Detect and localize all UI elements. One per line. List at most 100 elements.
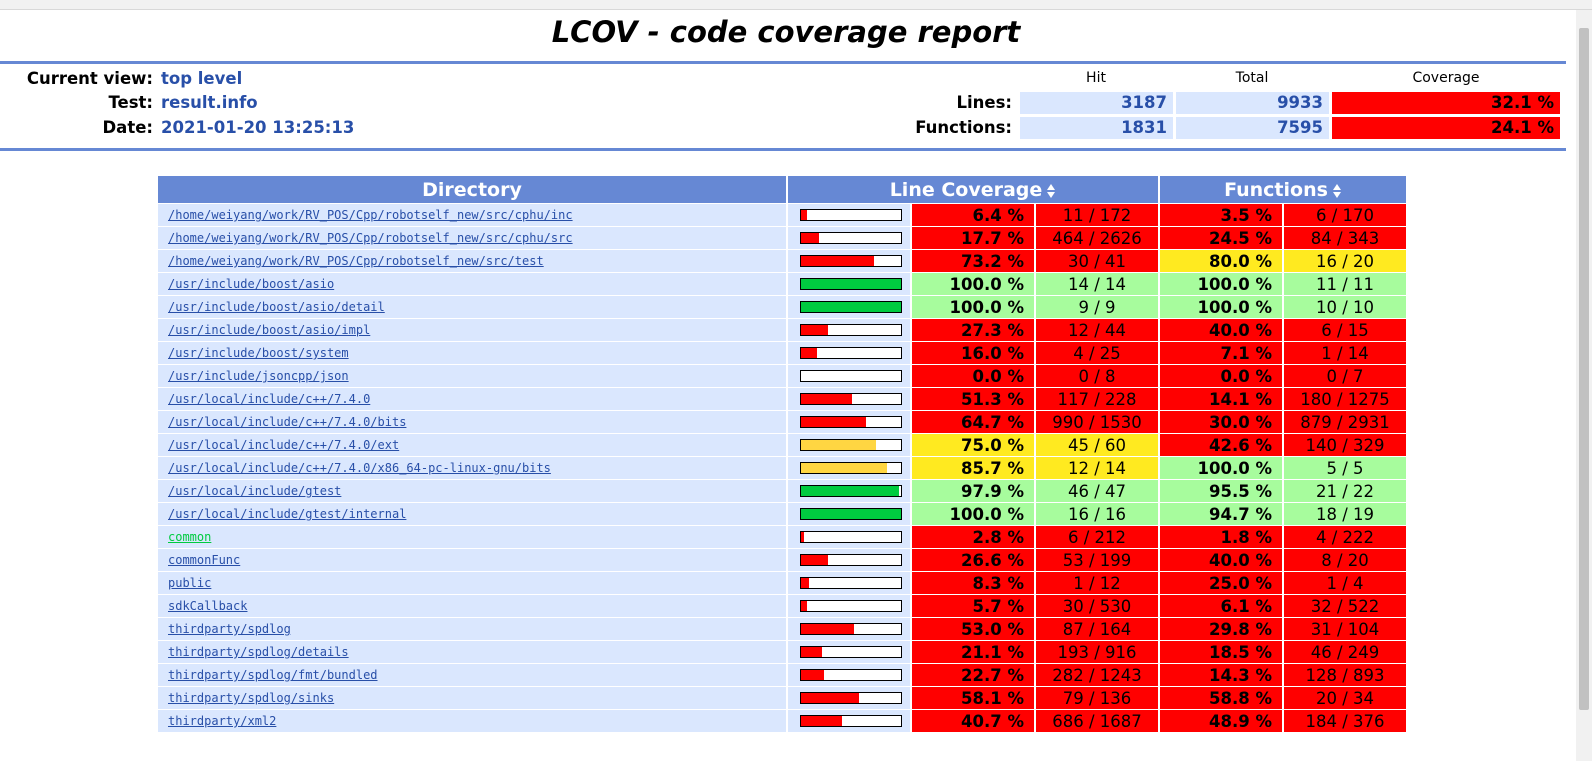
table-row: commonFunc 26.6 % 53 / 199 40.0 % 8 / 20 xyxy=(158,549,1406,572)
sort-arrows-icon[interactable] xyxy=(1046,182,1056,198)
summary-total-header: Total xyxy=(1235,70,1269,86)
function-coverage-count: 1 / 4 xyxy=(1284,572,1406,595)
coverage-bar-fill xyxy=(801,256,874,266)
line-coverage-count: 990 / 1530 xyxy=(1036,411,1158,434)
coverage-bar xyxy=(800,232,902,244)
coverage-bar xyxy=(800,577,902,589)
summary-lines-label: Lines: xyxy=(956,93,1012,112)
function-coverage-count: 84 / 343 xyxy=(1284,227,1406,250)
directory-cell: /usr/include/boost/asio/detail xyxy=(158,296,786,319)
coverage-bar xyxy=(800,600,902,612)
directory-cell: commonFunc xyxy=(158,549,786,572)
directory-link[interactable]: /usr/include/boost/asio/detail xyxy=(168,300,385,314)
coverage-bar-fill xyxy=(801,417,866,427)
table-row: /usr/local/include/c++/7.4.0 51.3 % 117 / … xyxy=(158,388,1406,411)
directory-link[interactable]: sdkCallback xyxy=(168,599,248,613)
directory-link[interactable]: /home/weiyang/work/RV_POS/Cpp/robotself_… xyxy=(168,254,544,268)
coverage-bar xyxy=(800,209,902,221)
coverage-bar xyxy=(800,301,902,313)
function-coverage-count: 32 / 522 xyxy=(1284,595,1406,618)
sort-arrows-icon[interactable] xyxy=(1332,182,1342,198)
scrollbar-thumb[interactable] xyxy=(1579,28,1589,710)
coverage-bar-fill xyxy=(801,440,876,450)
directory-cell: /usr/local/include/gtest/internal xyxy=(158,503,786,526)
directory-cell: sdkCallback xyxy=(158,595,786,618)
coverage-bar-cell xyxy=(788,434,910,457)
function-coverage-count: 180 / 1275 xyxy=(1284,388,1406,411)
directory-link[interactable]: /usr/include/boost/asio xyxy=(168,277,335,291)
table-row: /usr/include/jsoncpp/json 0.0 % 0 / 8 0.0 %… xyxy=(158,365,1406,388)
directory-cell: thirdparty/xml2 xyxy=(158,710,786,733)
function-coverage-percent: 7.1 % xyxy=(1160,342,1282,365)
directory-link[interactable]: thirdparty/spdlog/fmt/bundled xyxy=(168,668,378,682)
function-coverage-percent: 58.8 % xyxy=(1160,687,1282,710)
directory-link[interactable]: thirdparty/spdlog xyxy=(168,622,291,636)
directory-link[interactable]: /usr/local/include/gtest xyxy=(168,484,342,498)
coverage-bar-cell xyxy=(788,457,910,480)
directory-cell: public xyxy=(158,572,786,595)
coverage-bar xyxy=(800,324,902,336)
directory-link[interactable]: /usr/include/jsoncpp/json xyxy=(168,369,349,383)
directory-link[interactable]: /home/weiyang/work/RV_POS/Cpp/robotself_… xyxy=(168,231,573,245)
directory-cell: /usr/local/include/c++/7.4.0/bits xyxy=(158,411,786,434)
summary-coverage-header: Coverage xyxy=(1412,70,1480,86)
directory-cell: /usr/local/include/c++/7.4.0/ext xyxy=(158,434,786,457)
line-coverage-count: 193 / 916 xyxy=(1036,641,1158,664)
directory-link[interactable]: /usr/local/include/c++/7.4.0 xyxy=(168,392,371,406)
function-coverage-percent: 40.0 % xyxy=(1160,319,1282,342)
coverage-bar xyxy=(800,439,902,451)
table-row: /home/weiyang/work/RV_POS/Cpp/robotself_… xyxy=(158,227,1406,250)
directory-link[interactable]: public xyxy=(168,576,212,590)
directory-cell: thirdparty/spdlog/fmt/bundled xyxy=(158,664,786,687)
coverage-bar-cell xyxy=(788,503,910,526)
directory-link[interactable]: /home/weiyang/work/RV_POS/Cpp/robotself_… xyxy=(168,208,573,222)
coverage-bar-fill xyxy=(801,647,822,657)
line-coverage-percent: 75.0 % xyxy=(912,434,1034,457)
directory-link[interactable]: commonFunc xyxy=(168,553,241,567)
coverage-bar-fill xyxy=(801,233,819,243)
directory-link[interactable]: common xyxy=(168,530,212,544)
summary-functions-total: 7595 xyxy=(1176,117,1329,139)
coverage-bar-cell xyxy=(788,549,910,572)
vertical-scrollbar[interactable] xyxy=(1576,10,1592,761)
coverage-bar-cell xyxy=(788,342,910,365)
function-coverage-percent: 94.7 % xyxy=(1160,503,1282,526)
function-coverage-percent: 0.0 % xyxy=(1160,365,1282,388)
line-coverage-count: 686 / 1687 xyxy=(1036,710,1158,733)
function-coverage-percent: 14.1 % xyxy=(1160,388,1282,411)
summary-functions-coverage: 24.1 % xyxy=(1332,117,1560,139)
directory-link[interactable]: thirdparty/spdlog/sinks xyxy=(168,691,335,705)
coverage-bar xyxy=(800,278,902,290)
table-row: thirdparty/spdlog/sinks 58.1 % 79 / 136 58.… xyxy=(158,687,1406,710)
directory-cell: /usr/include/boost/asio xyxy=(158,273,786,296)
directory-coverage-table: Directory Line Coverage Functions /home/… xyxy=(156,176,1408,733)
function-coverage-count: 1 / 14 xyxy=(1284,342,1406,365)
line-coverage-count: 53 / 199 xyxy=(1036,549,1158,572)
directory-link[interactable]: thirdparty/xml2 xyxy=(168,714,277,728)
directory-link[interactable]: /usr/local/include/c++/7.4.0/x86_64-pc-l… xyxy=(168,461,551,475)
directory-cell: /usr/local/include/c++/7.4.0 xyxy=(158,388,786,411)
directory-link[interactable]: /usr/local/include/c++/7.4.0/bits xyxy=(168,415,407,429)
line-coverage-count: 16 / 16 xyxy=(1036,503,1158,526)
coverage-bar-fill xyxy=(801,578,809,588)
coverage-bar-cell xyxy=(788,250,910,273)
browser-top-edge xyxy=(0,0,1592,10)
coverage-bar xyxy=(800,646,902,658)
directory-link[interactable]: /usr/include/boost/asio/impl xyxy=(168,323,371,337)
line-coverage-count: 117 / 228 xyxy=(1036,388,1158,411)
coverage-bar-cell xyxy=(788,687,910,710)
line-coverage-count: 30 / 41 xyxy=(1036,250,1158,273)
directory-link[interactable]: /usr/local/include/gtest/internal xyxy=(168,507,407,521)
coverage-bar-fill xyxy=(801,532,804,542)
directory-link[interactable]: /usr/local/include/c++/7.4.0/ext xyxy=(168,438,400,452)
directory-cell: thirdparty/spdlog xyxy=(158,618,786,641)
line-coverage-percent: 100.0 % xyxy=(912,273,1034,296)
coverage-bar-cell xyxy=(788,273,910,296)
directory-link[interactable]: /usr/include/boost/system xyxy=(168,346,349,360)
directory-link[interactable]: thirdparty/spdlog/details xyxy=(168,645,349,659)
coverage-bar-fill xyxy=(801,693,859,703)
table-row: /home/weiyang/work/RV_POS/Cpp/robotself_… xyxy=(158,204,1406,227)
date-value: 2021-01-20 13:25:13 xyxy=(161,118,355,137)
table-row: thirdparty/spdlog 53.0 % 87 / 164 29.8 % 31 … xyxy=(158,618,1406,641)
coverage-bar-fill xyxy=(801,463,887,473)
